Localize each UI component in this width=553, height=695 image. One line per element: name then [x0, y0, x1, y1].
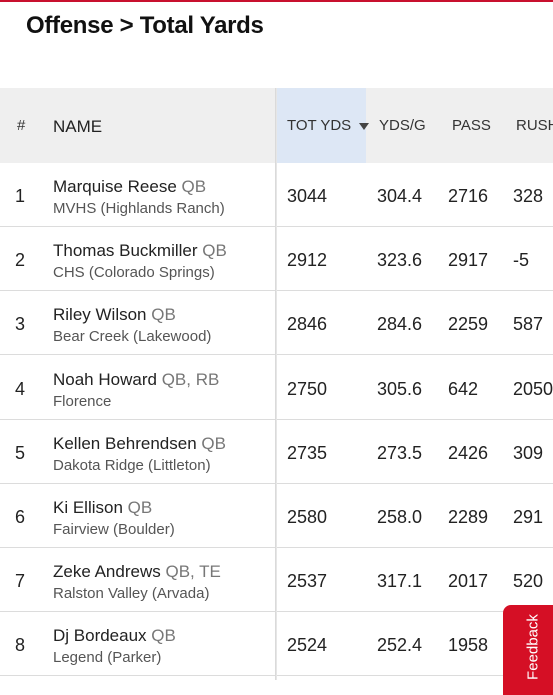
player-position: QB, TE [165, 562, 221, 582]
player-position: QB [202, 241, 227, 261]
feedback-button[interactable]: Feedback [503, 605, 553, 695]
rush-yds: 328 [513, 186, 544, 206]
yds-per-game: 273.5 [377, 442, 423, 463]
tot-yds: 2846 [287, 314, 328, 335]
top-border [0, 0, 553, 2]
rank: 2 [15, 250, 26, 271]
rush-yds: 2050 [513, 378, 553, 399]
rank: 8 [15, 635, 26, 656]
tot-yds: 2537 [287, 571, 328, 592]
col-yds-g[interactable]: YDS/G [379, 117, 426, 134]
player-position: QB, RB [161, 369, 220, 389]
player-name-line: Marquise Reese QB [53, 177, 206, 197]
col-name: NAME [53, 117, 103, 136]
school: Bear Creek (Lakewood) [53, 328, 212, 346]
player-name-line: Dj Bordeaux QB [53, 626, 176, 646]
rank: 3 [15, 314, 26, 335]
player-name[interactable]: Kellen Behrendsen [53, 433, 197, 453]
pass-yds: 2289 [448, 507, 489, 527]
player-name[interactable]: Riley Wilson [53, 305, 147, 325]
school: CHS (Colorado Springs) [53, 264, 215, 282]
rank: 4 [15, 378, 26, 399]
yds-per-game: 305.6 [377, 378, 423, 399]
player-name-line: Thomas Buckmiller QB [53, 241, 227, 261]
rank: 1 [15, 186, 26, 206]
pass-yds: 2917 [448, 250, 489, 271]
tot-yds: 2750 [287, 378, 328, 399]
rank: 5 [15, 442, 26, 463]
player-name[interactable]: Marquise Reese [53, 177, 177, 196]
pass-yds: 2716 [448, 186, 489, 206]
player-name[interactable]: Dj Bordeaux [53, 626, 147, 646]
col-rush[interactable]: RUSH [516, 117, 553, 134]
sort-arrow [359, 123, 370, 131]
tot-yds: 2735 [287, 442, 328, 463]
sticky-divider [275, 88, 277, 680]
school: Legend (Parker) [53, 649, 162, 667]
yds-per-game: 304.4 [377, 186, 423, 206]
tot-yds: 2912 [287, 250, 328, 271]
player-name-line: Ki Ellison QB [53, 498, 152, 518]
yds-per-game: 252.4 [377, 635, 423, 656]
pass-yds: 1958 [448, 635, 489, 656]
rush-yds: 520 [513, 571, 544, 592]
pass-yds: 2426 [448, 442, 489, 463]
sorted-column-highlight [277, 88, 366, 163]
rank: 7 [15, 571, 26, 592]
player-name-line: Riley Wilson QB [53, 305, 176, 325]
school: Ralston Valley (Arvada) [53, 585, 210, 603]
tot-yds: 2524 [287, 635, 328, 656]
tot-yds: 2580 [287, 507, 328, 527]
stats-table: # NAME TOT YDS YDS/G PASS RUSH 1 Marquise… [0, 88, 553, 680]
yds-per-game: 317.1 [377, 571, 423, 592]
rush-yds: -5 [513, 250, 530, 271]
page-title: Offense > Total Yards [26, 12, 264, 39]
school: MVHS (Highlands Ranch) [53, 200, 225, 217]
rush-yds: 309 [513, 442, 544, 463]
player-position: QB [181, 177, 207, 196]
player-name[interactable]: Noah Howard [53, 369, 157, 389]
rush-yds: 587 [513, 314, 544, 335]
player-name-line: Zeke Andrews QB, TE [53, 562, 221, 582]
rush-yds: 291 [513, 507, 544, 527]
player-position: QB [151, 626, 176, 646]
pass-yds: 2259 [448, 314, 489, 335]
player-name-line: Kellen Behrendsen QB [53, 434, 226, 454]
player-name[interactable]: Zeke Andrews [53, 562, 161, 582]
school: Florence [53, 392, 112, 410]
col-label: TOT YDS [287, 117, 352, 134]
player-name[interactable]: Ki Ellison [53, 498, 123, 517]
yds-per-game: 284.6 [377, 314, 423, 335]
school: Fairview (Boulder) [53, 521, 175, 538]
school: Dakota Ridge (Littleton) [53, 456, 211, 474]
yds-per-game: 258.0 [377, 507, 423, 527]
col-rank: # [17, 117, 26, 134]
pass-yds: 642 [448, 378, 479, 399]
yds-per-game: 323.6 [377, 250, 423, 271]
player-name[interactable]: Thomas Buckmiller [53, 241, 198, 261]
pass-yds: 2017 [448, 571, 489, 592]
player-position: QB [151, 305, 176, 325]
player-name-line: Noah Howard QB, RB [53, 370, 219, 390]
player-position: QB [201, 433, 226, 453]
rank: 6 [15, 507, 26, 527]
feedback-label: Feedback [524, 614, 542, 680]
player-position: QB [127, 498, 153, 517]
col-tot-yds[interactable]: TOT YDS [287, 117, 370, 134]
tot-yds: 3044 [287, 186, 328, 206]
col-pass[interactable]: PASS [452, 117, 491, 134]
